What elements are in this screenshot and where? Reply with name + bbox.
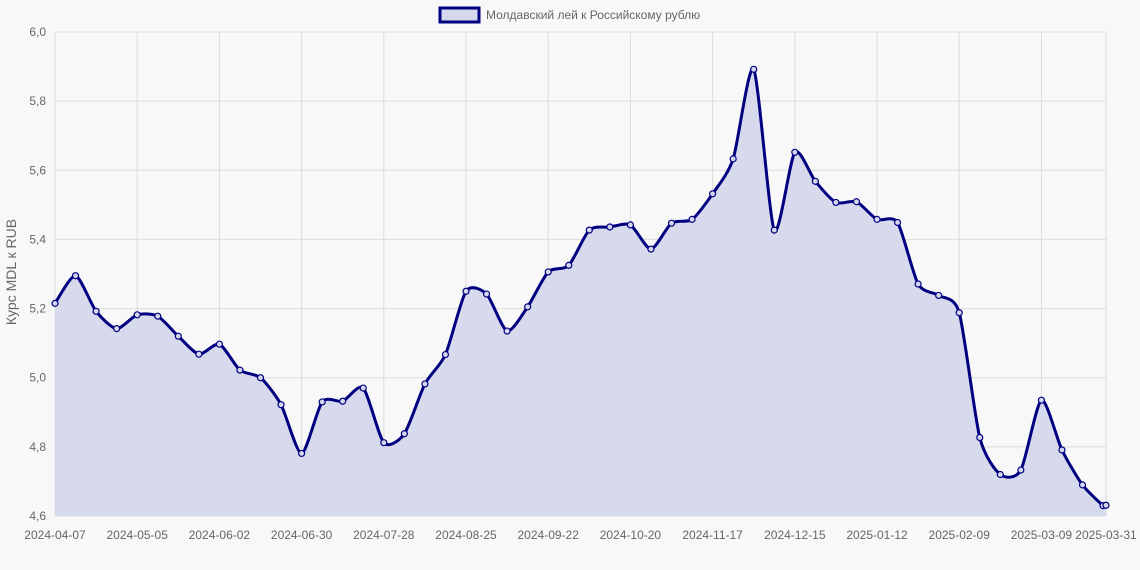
data-point[interactable] [893, 218, 902, 227]
y-axis-ticks: 6,0 5,8 5,6 5,4 5,2 5,0 4,8 4,6 [29, 25, 46, 523]
data-point[interactable] [667, 219, 676, 227]
data-point[interactable] [236, 366, 244, 374]
y-tick-label: 5,0 [29, 371, 46, 385]
x-tick-label: 2024-04-07 [24, 528, 86, 542]
y-tick-label: 5,8 [29, 94, 46, 108]
data-point[interactable] [1058, 446, 1066, 454]
data-point[interactable] [256, 374, 265, 382]
x-tick-label: 2025-03-31 [1075, 528, 1137, 542]
data-point[interactable] [482, 290, 491, 298]
data-point[interactable] [51, 299, 59, 307]
data-point[interactable] [154, 312, 162, 320]
data-point[interactable] [996, 470, 1004, 479]
data-point[interactable] [955, 309, 963, 317]
data-point[interactable] [750, 65, 758, 73]
data-point[interactable] [277, 401, 285, 409]
x-tick-label: 2024-07-28 [353, 528, 415, 542]
data-point[interactable] [1102, 501, 1110, 509]
data-point[interactable] [215, 340, 224, 348]
data-point[interactable] [914, 280, 922, 288]
data-point[interactable] [503, 327, 511, 335]
data-point[interactable] [400, 430, 408, 438]
data-point[interactable] [462, 287, 470, 295]
series-area [55, 68, 1106, 517]
legend-label[interactable]: Молдавский лей к Российскому рублю [486, 8, 700, 22]
data-point[interactable] [565, 261, 573, 269]
legend-swatch[interactable] [438, 6, 481, 24]
data-point[interactable] [339, 397, 347, 405]
data-point[interactable] [524, 303, 532, 311]
legend[interactable]: Молдавский лей к Российскому рублю [438, 6, 700, 24]
x-tick-label: 2025-03-09 [1011, 528, 1073, 542]
data-point[interactable] [133, 311, 141, 319]
data-point[interactable] [380, 439, 388, 447]
x-tick-label: 2024-05-05 [107, 528, 169, 542]
data-point[interactable] [873, 215, 881, 223]
y-tick-label: 6,0 [29, 25, 46, 39]
y-tick-label: 5,4 [29, 232, 46, 246]
x-tick-label: 2025-01-12 [846, 528, 908, 542]
y-tick-label: 4,6 [29, 509, 46, 523]
x-tick-label: 2024-12-15 [764, 528, 826, 542]
data-point[interactable] [1017, 466, 1025, 474]
y-tick-label: 5,2 [29, 302, 46, 316]
data-point[interactable] [92, 307, 100, 315]
data-point[interactable] [113, 325, 121, 333]
data-point[interactable] [976, 433, 984, 442]
data-point[interactable] [359, 384, 367, 392]
data-point[interactable] [626, 221, 635, 229]
y-tick-label: 4,8 [29, 440, 46, 454]
x-tick-label: 2024-06-30 [271, 528, 333, 542]
y-tick-label: 5,6 [29, 163, 46, 177]
data-point[interactable] [729, 155, 737, 163]
data-point[interactable] [606, 223, 614, 231]
x-tick-label: 2024-09-22 [518, 528, 580, 542]
x-tick-label: 2025-02-09 [929, 528, 991, 542]
data-points [51, 65, 1110, 510]
data-point[interactable] [1078, 481, 1087, 489]
data-point[interactable] [441, 350, 450, 359]
data-point[interactable] [688, 215, 696, 223]
data-point[interactable] [174, 332, 182, 340]
data-point[interactable] [811, 177, 819, 185]
data-point[interactable] [544, 268, 552, 276]
data-point[interactable] [298, 449, 306, 458]
x-tick-label: 2024-10-20 [600, 528, 662, 542]
y-axis-title: Курс MDL к RUB [3, 219, 19, 325]
data-point[interactable] [832, 198, 840, 207]
data-point[interactable] [71, 272, 80, 280]
data-point[interactable] [770, 226, 778, 234]
data-point[interactable] [318, 398, 326, 406]
data-point[interactable] [852, 198, 861, 206]
data-point[interactable] [647, 245, 655, 253]
data-point[interactable] [195, 350, 203, 358]
x-tick-label: 2024-08-25 [435, 528, 497, 542]
data-point[interactable] [585, 226, 593, 234]
data-point[interactable] [421, 380, 429, 388]
data-point[interactable] [709, 190, 717, 198]
x-tick-label: 2024-06-02 [189, 528, 251, 542]
x-axis-ticks: 2024-04-07 2024-05-05 2024-06-02 2024-06-30… [24, 528, 1137, 542]
data-point[interactable] [791, 148, 799, 156]
data-point[interactable] [1037, 396, 1046, 404]
x-tick-label: 2024-11-17 [682, 528, 743, 542]
data-point[interactable] [935, 291, 943, 300]
